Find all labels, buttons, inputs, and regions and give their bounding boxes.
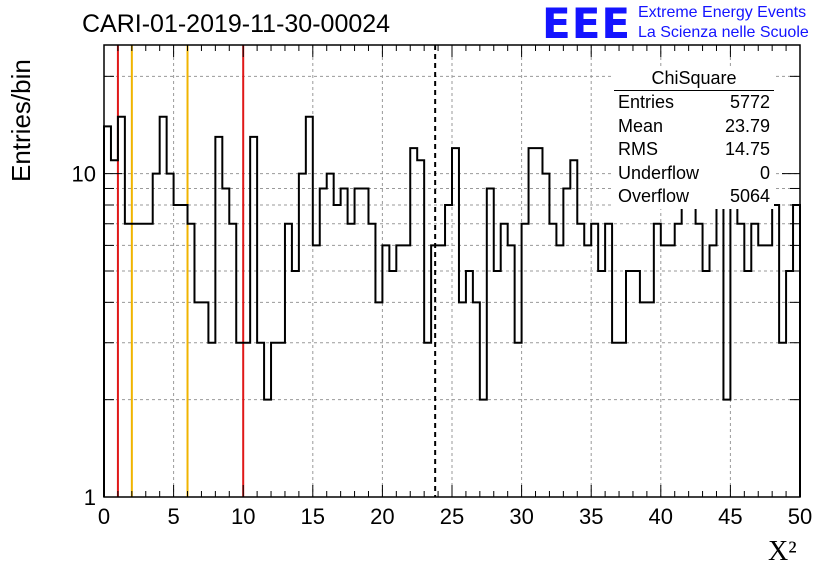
stats-row-mean: Mean 23.79 — [614, 115, 774, 139]
eee-logo: EEE — [542, 0, 632, 48]
x-tick-label: 50 — [788, 504, 812, 529]
stats-label: Mean — [618, 115, 664, 136]
stats-row-underflow: Underflow 0 — [614, 162, 774, 186]
stats-value: 0 — [759, 162, 770, 183]
stats-value: 23.79 — [724, 115, 770, 136]
x-tick-label: 40 — [649, 504, 673, 529]
logo-line-2: La Scienza nelle Scuole — [638, 24, 809, 41]
stats-row-rms: RMS 14.75 — [614, 138, 774, 162]
chart-title: CARI-01-2019-11-30-00024 — [82, 10, 391, 38]
axis-tick-labels: 0 5 10 15 20 25 30 35 40 45 50 1 10 — [72, 162, 813, 529]
stats-row-entries: Entries 5772 — [614, 91, 774, 115]
stats-box: ChiSquare Entries 5772 Mean 23.79 RMS 14… — [614, 66, 774, 209]
x-tick-label: 25 — [440, 504, 464, 529]
x-tick-label: 10 — [231, 504, 255, 529]
stats-value: 5064 — [729, 186, 770, 206]
x-tick-label: 30 — [509, 504, 533, 529]
stats-label: Entries — [618, 92, 675, 112]
logo-line-1: Extreme Energy Events — [638, 4, 807, 21]
stats-value: 14.75 — [724, 139, 770, 159]
x-tick-label: 45 — [718, 504, 742, 529]
stats-value: 5772 — [729, 92, 770, 112]
stats-label: RMS — [618, 139, 658, 159]
x-tick-label: 15 — [301, 504, 325, 529]
x-tick-label: 20 — [370, 504, 394, 529]
y-axis-label: Entries/bin — [6, 59, 36, 182]
y-tick-label: 1 — [84, 485, 96, 510]
stats-label: Underflow — [618, 162, 700, 183]
x-tick-label: 35 — [579, 504, 603, 529]
x-tick-label: 5 — [167, 504, 179, 529]
y-tick-label: 10 — [72, 162, 96, 187]
stats-row-overflow: Overflow 5064 — [614, 185, 774, 209]
reference-lines — [116, 45, 437, 497]
x-tick-label: 0 — [98, 504, 110, 529]
x-axis-label: X² — [768, 536, 797, 567]
axis-ticks — [103, 45, 801, 498]
stats-title: ChiSquare — [614, 66, 774, 91]
stats-label: Overflow — [618, 186, 690, 206]
